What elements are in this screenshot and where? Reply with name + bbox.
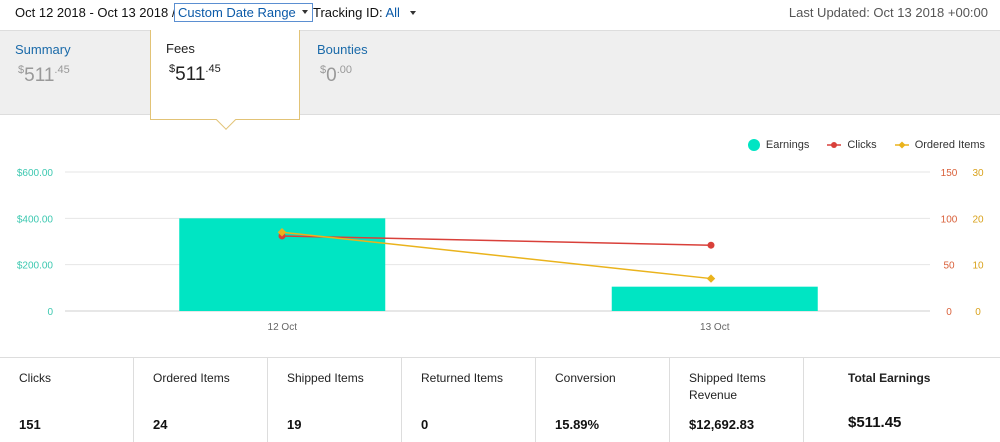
y-right-clicks-tick-label: 50 (943, 261, 955, 272)
last-updated: Last Updated: Oct 13 2018 +00:00 (788, 5, 988, 20)
legend-earnings[interactable]: Earnings (747, 139, 810, 151)
line-clicks (281, 235, 712, 246)
legend-clicks-label: Clicks (847, 139, 877, 151)
stat-label: Shipped Items Revenue (689, 371, 766, 402)
y-right-ordered-tick-label: 10 (972, 261, 984, 272)
point-clicks (707, 241, 715, 249)
stat-shipped-revenue: Shipped Items Revenue $12,692.83 (670, 358, 804, 442)
earnings-tabs: Summary $511.45 Fees $511.45 Bounties $0… (0, 30, 1000, 120)
date-range-text: Oct 12 2018 - Oct 13 2018 / (15, 5, 176, 20)
tab-bounties[interactable]: Bounties $0.00 (302, 31, 452, 116)
tracking-id-label: Tracking ID: (313, 5, 383, 20)
point-ordered-items (277, 227, 287, 237)
tab-amount: $0.00 (320, 64, 352, 86)
tab-fees[interactable]: Fees $511.45 (150, 30, 300, 120)
x-tick-label: 12 Oct (268, 322, 298, 333)
date-range-select-label: Custom Date Range (178, 5, 296, 20)
stat-clicks: Clicks 151 (0, 358, 134, 442)
x-tick-label: 13 Oct (700, 322, 730, 333)
tab-summary[interactable]: Summary $511.45 (0, 31, 150, 116)
y-right-ordered-tick-label: 20 (972, 214, 984, 225)
legend-clicks[interactable]: Clicks (827, 139, 877, 151)
stat-label: Total Earnings (848, 371, 931, 385)
y-left-tick-label: $600.00 (17, 168, 54, 179)
stat-label: Returned Items (421, 371, 504, 385)
point-ordered-items (706, 274, 716, 283)
stat-value: $511.45 (848, 414, 902, 431)
y-left-tick-label: 0 (47, 307, 53, 318)
stat-ordered-items: Ordered Items 24 (134, 358, 268, 442)
stat-label: Clicks (19, 371, 51, 385)
date-range-select[interactable]: Custom Date Range (174, 3, 313, 22)
stat-total-earnings: Total Earnings $511.45 (804, 358, 1000, 442)
y-right-clicks-tick-label: 150 (941, 168, 958, 179)
stat-value: 15.89% (555, 417, 600, 432)
chevron-down-icon (301, 10, 308, 14)
top-bar: Oct 12 2018 - Oct 13 2018 / Custom Date … (0, 0, 1000, 30)
legend-ordered-swatch (894, 141, 909, 149)
stat-value: 19 (287, 417, 302, 432)
tracking-id-value: All (385, 5, 400, 20)
chevron-down-icon (409, 11, 416, 15)
legend-earnings-label: Earnings (765, 139, 810, 151)
stat-value: $12,692.83 (689, 417, 755, 432)
y-left-tick-label: $400.00 (17, 214, 54, 225)
legend-earnings-swatch (747, 139, 760, 151)
stat-label: Ordered Items (153, 371, 230, 385)
legend-ordered-items[interactable]: Ordered Items (894, 139, 985, 151)
line-ordered-items (281, 231, 712, 280)
y-right-ordered-tick-label: 0 (975, 307, 981, 318)
tracking-id-select[interactable]: Tracking ID: All (313, 5, 418, 20)
stat-conversion: Conversion 15.89% (536, 358, 670, 442)
tab-label: Summary (15, 42, 71, 57)
stat-value: 151 (19, 417, 41, 432)
tab-amount: $511.45 (169, 63, 221, 85)
y-right-clicks-tick-label: 100 (941, 214, 958, 225)
stat-value: 0 (421, 417, 429, 432)
stat-shipped-items: Shipped Items 19 (268, 358, 402, 442)
bar-earnings (611, 286, 818, 311)
chart-plot: $600.00$400.00$200.000150100500302010012… (17, 168, 984, 333)
chart-legend: Earnings Clicks Ordered Items (747, 139, 985, 151)
legend-clicks-swatch (827, 142, 842, 148)
stat-label: Conversion (555, 371, 616, 385)
stats-table: Clicks 151 Ordered Items 24 Shipped Item… (0, 357, 1000, 442)
tab-label: Fees (166, 41, 195, 56)
y-left-tick-label: $200.00 (17, 261, 54, 272)
legend-ordered-label: Ordered Items (914, 139, 985, 151)
stat-returned-items: Returned Items 0 (402, 358, 536, 442)
y-right-clicks-tick-label: 0 (946, 307, 952, 318)
y-right-ordered-tick-label: 30 (972, 168, 984, 179)
tab-amount: $511.45 (18, 64, 70, 86)
earnings-chart: Earnings Clicks Ordered Items $600.00 $40… (0, 115, 1000, 357)
stat-value: 24 (153, 417, 168, 432)
stat-label: Shipped Items (287, 371, 364, 385)
tab-label: Bounties (317, 42, 368, 57)
